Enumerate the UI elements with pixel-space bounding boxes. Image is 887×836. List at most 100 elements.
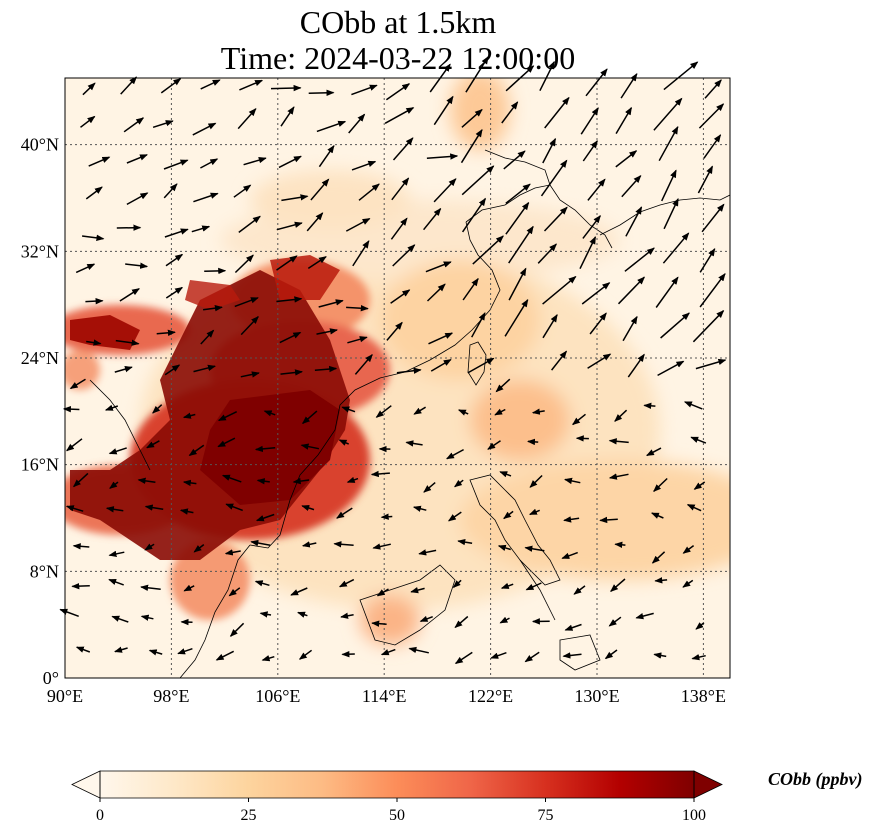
x-axis-ticks: 90°E 98°E 106°E 114°E 122°E 130°E 138°E — [47, 686, 726, 706]
wind-arrow — [614, 541, 626, 549]
wind-arrow — [581, 282, 611, 305]
wind-arrow — [462, 277, 479, 301]
wind-arrow — [703, 134, 722, 159]
wind-arrow — [123, 117, 145, 133]
wind-arrow — [280, 369, 303, 376]
wind-arrow — [537, 243, 557, 264]
wind-arrow — [310, 178, 330, 201]
wind-arrow — [221, 474, 242, 483]
wind-arrow — [108, 578, 124, 586]
wind-arrow — [306, 212, 324, 232]
wind-arrow — [348, 113, 366, 134]
wind-arrow — [298, 649, 313, 660]
wind-arrow — [697, 165, 714, 194]
wind-arrow — [499, 616, 510, 624]
wind-arrow — [635, 612, 654, 620]
wind-arrow — [682, 579, 694, 588]
colorbar-gradient — [100, 771, 694, 798]
wind-arrow — [126, 154, 148, 164]
wind-arrow — [587, 353, 612, 369]
wind-arrow — [85, 186, 103, 200]
wind-arrow — [527, 438, 539, 446]
wind-arrow — [225, 503, 243, 512]
wind-arrow — [580, 107, 599, 135]
wind-arrow — [447, 511, 462, 522]
wind-arrow — [692, 309, 725, 343]
wind-arrow — [333, 541, 354, 548]
wind-arrow — [316, 120, 347, 133]
wind-arrow — [655, 276, 679, 308]
wind-arrow — [698, 103, 725, 129]
wind-arrow — [104, 404, 119, 411]
wind-arrow — [183, 584, 195, 592]
wind-arrow — [346, 305, 369, 312]
wind-arrow — [472, 235, 504, 265]
wind-arrow — [292, 477, 310, 485]
colorbar: 0 25 50 75 100 — [71, 770, 723, 824]
wind-arrow — [144, 504, 164, 511]
wind-arrow — [88, 156, 111, 167]
wind-arrow — [425, 261, 452, 273]
wind-arrow — [500, 582, 514, 589]
wind-arrow — [587, 178, 606, 201]
wind-arrow — [686, 504, 702, 512]
wind-arrow — [433, 95, 454, 126]
wind-arrow — [217, 411, 238, 422]
wind-arrow — [255, 513, 275, 522]
wind-arrow — [551, 350, 568, 371]
wind-arrow — [410, 587, 425, 594]
wind-arrow — [192, 122, 217, 136]
wind-arrow — [108, 550, 125, 557]
wind-arrow — [276, 221, 303, 231]
wind-arrow — [426, 283, 446, 302]
wind-arrow — [308, 89, 335, 96]
wind-arrow — [263, 410, 276, 417]
wind-arrow — [270, 84, 302, 92]
wind-arrow — [508, 225, 534, 264]
colorbar-tick-label: 0 — [96, 807, 104, 824]
wind-arrow — [347, 336, 368, 344]
wind-arrow — [179, 508, 194, 515]
wind-arrow — [140, 584, 161, 591]
wind-arrow — [627, 353, 645, 378]
x-tick-label: 98°E — [153, 686, 189, 706]
y-tick-label: 0° — [43, 668, 59, 688]
wind-arrow — [228, 587, 241, 597]
wind-arrow — [564, 623, 582, 631]
wind-arrow — [471, 312, 486, 338]
wind-vectors — [59, 56, 727, 665]
wind-arrow — [525, 582, 542, 591]
wind-arrow — [699, 248, 716, 273]
wind-arrow — [276, 296, 303, 303]
wind-arrow — [663, 197, 679, 230]
wind-arrow — [622, 315, 638, 342]
wind-arrow — [701, 203, 725, 233]
wind-arrow — [164, 228, 189, 238]
wind-arrow — [163, 159, 189, 170]
y-axis-ticks: 0° 8°N 16°N 24°N 32°N 40°N — [21, 135, 59, 688]
wind-arrow — [625, 206, 643, 237]
wind-arrow — [528, 508, 540, 516]
wind-arrow — [663, 61, 699, 91]
wind-arrow — [430, 358, 452, 372]
wind-arrow — [457, 409, 469, 416]
y-tick-label: 8°N — [30, 561, 59, 581]
wind-arrow — [340, 612, 354, 619]
wind-arrow — [182, 479, 197, 487]
wind-arrow — [203, 305, 223, 312]
wind-arrow — [341, 406, 356, 413]
wind-arrow — [72, 472, 89, 488]
wind-arrow — [542, 137, 557, 164]
wind-arrow — [418, 549, 437, 556]
wind-arrow — [115, 339, 140, 346]
y-tick-label: 40°N — [21, 135, 59, 155]
wind-arrow — [144, 543, 155, 551]
wind-arrow — [375, 405, 392, 418]
wind-arrow — [695, 622, 705, 630]
wind-arrow — [318, 299, 344, 308]
wind-arrow — [392, 244, 416, 267]
wind-arrow — [163, 183, 178, 199]
wind-arrow — [604, 649, 618, 660]
wind-arrow — [704, 79, 722, 99]
